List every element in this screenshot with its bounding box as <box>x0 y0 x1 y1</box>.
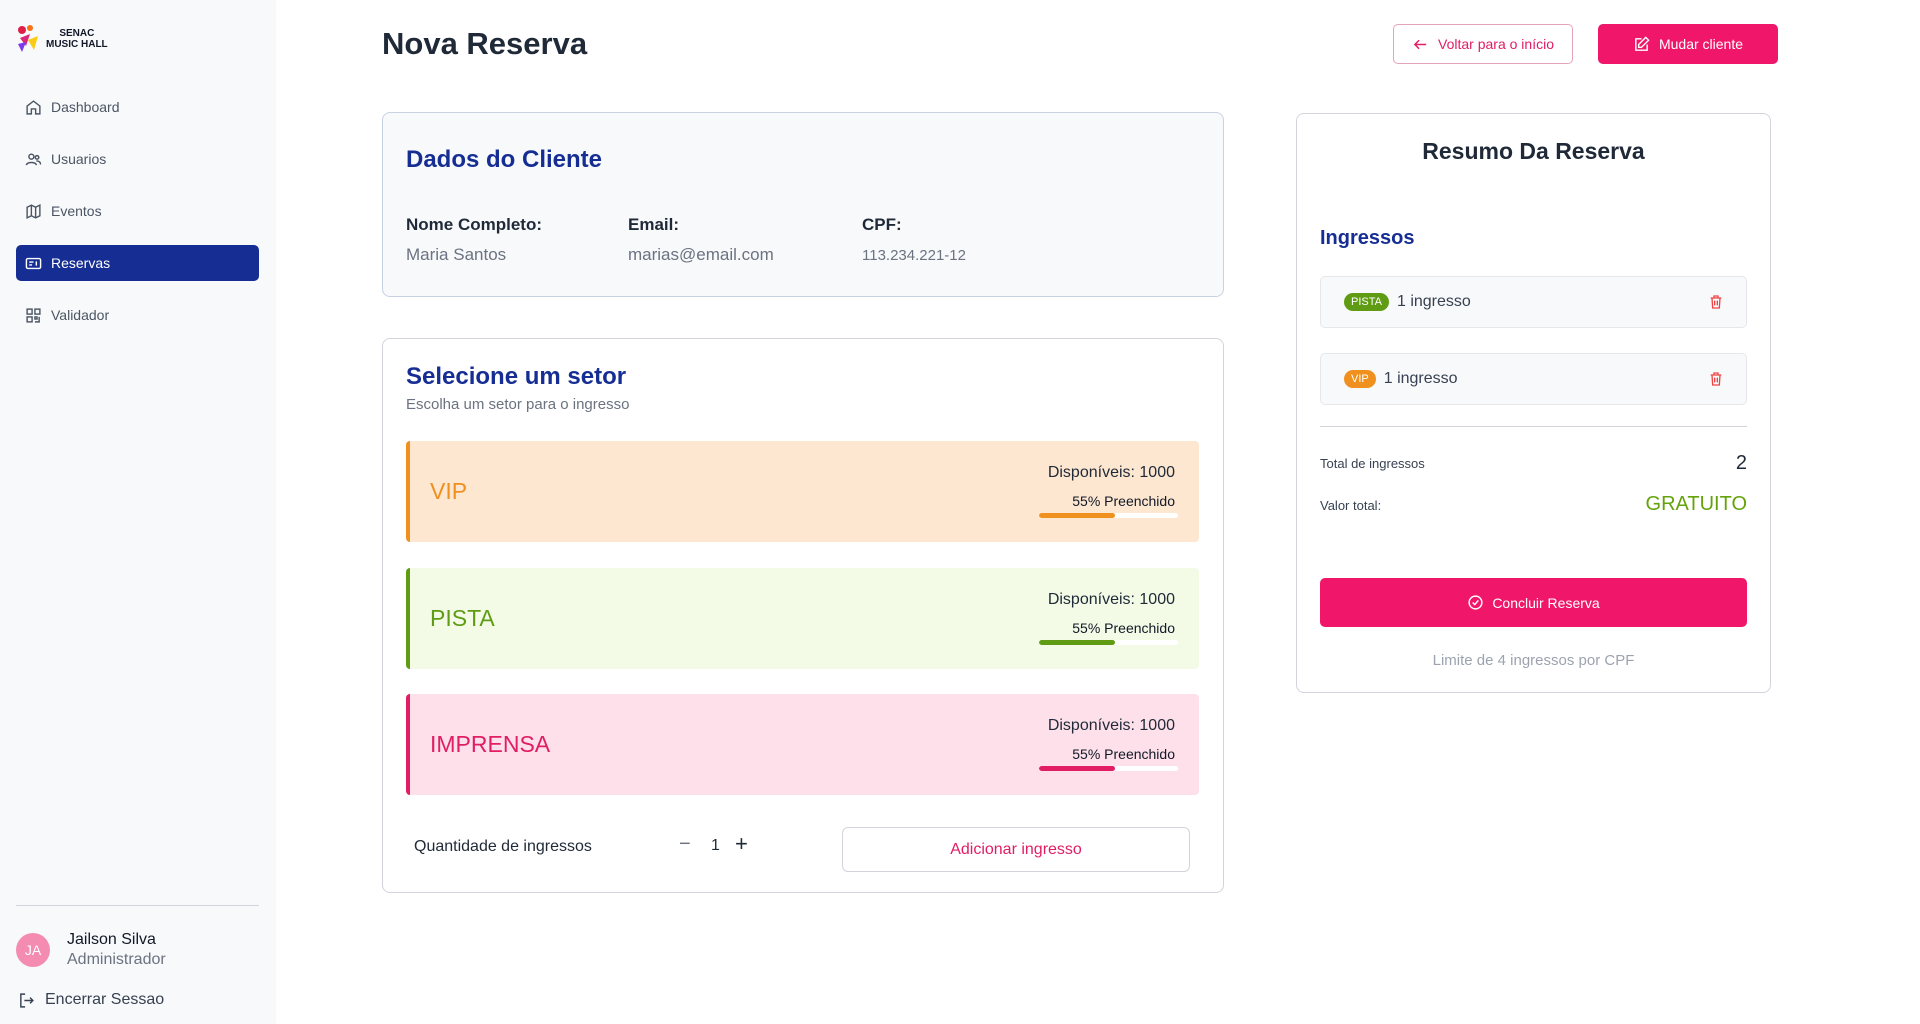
reservation-summary-card: Resumo Da Reserva Ingressos PISTA 1 ingr… <box>1296 113 1771 693</box>
sector-name: VIP <box>430 478 468 504</box>
ticket-quantity: 1 ingresso <box>1396 293 1471 310</box>
trash-icon[interactable] <box>1708 294 1724 310</box>
brand-line-2: MUSIC HALL <box>46 39 108 50</box>
change-client-button[interactable]: Mudar cliente <box>1598 24 1778 64</box>
trash-icon[interactable] <box>1708 371 1724 387</box>
client-cpf-value: 113.234.221-12 <box>862 247 966 264</box>
brand-logo[interactable]: SENAC MUSIC HALL <box>16 24 108 54</box>
logout-button[interactable]: Encerrar Sessao <box>18 991 164 1009</box>
tickets-title: Ingressos <box>1320 227 1415 249</box>
ticket-sector-badge: VIP <box>1344 370 1376 388</box>
sidebar: SENAC MUSIC HALL Dashboard Usuarios Even… <box>0 0 276 1024</box>
sidebar-item-dashboard[interactable]: Dashboard <box>16 89 259 125</box>
avatar: JA <box>16 933 50 967</box>
client-cpf-label: CPF: <box>862 215 902 234</box>
sidebar-item-label: Dashboard <box>51 99 120 115</box>
sidebar-item-label: Validador <box>51 307 110 323</box>
users-icon <box>25 152 42 165</box>
sector-progress-fill <box>1039 513 1116 518</box>
page-title: Nova Reserva <box>382 26 588 61</box>
user-name: Jailson Silva <box>67 931 156 948</box>
sector-filled-text: 55% Preenchido <box>1072 493 1175 509</box>
client-email-field: Email: marias@email.com <box>628 215 774 265</box>
edit-icon <box>1635 35 1650 51</box>
sector-option-imprensa[interactable]: IMPRENSA Disponíveis: 1000 55% Preenchid… <box>406 694 1199 795</box>
client-email-label: Email: <box>628 215 680 234</box>
sector-filled-text: 55% Preenchido <box>1072 746 1175 762</box>
back-to-home-label: Voltar para o início <box>1438 36 1554 52</box>
client-cpf-field: CPF: 113.234.221-12 <box>862 215 966 264</box>
user-role: Administrador <box>67 951 166 968</box>
brand-line-1: SENAC <box>59 28 95 39</box>
logout-label: Encerrar Sessao <box>45 991 165 1008</box>
sector-available: Disponíveis: 1000 <box>1047 591 1175 608</box>
ticket-quantity: 1 ingresso <box>1383 370 1458 387</box>
arrow-left-icon <box>1413 39 1427 49</box>
change-client-label: Mudar cliente <box>1658 36 1744 52</box>
client-name-label: Nome Completo: <box>406 215 542 234</box>
client-data-card: Dados do Cliente Nome Completo: Maria Sa… <box>382 112 1224 297</box>
ticket-item: VIP 1 ingresso <box>1320 353 1747 405</box>
sector-progress-fill <box>1039 766 1116 771</box>
sidebar-nav: Dashboard Usuarios Eventos Reservas Vali… <box>16 89 259 349</box>
ticket-sector-badge: PISTA <box>1344 293 1389 311</box>
sidebar-item-label: Reservas <box>51 255 111 271</box>
sector-card-title: Selecione um setor <box>406 363 627 390</box>
client-email-value: marias@email.com <box>628 245 774 264</box>
total-tickets-value: 2 <box>1735 452 1747 474</box>
sector-option-pista[interactable]: PISTA Disponíveis: 1000 55% Preenchido <box>406 568 1199 669</box>
sector-selection-card: Selecione um setor Escolha um setor para… <box>382 338 1224 893</box>
map-icon <box>26 203 41 219</box>
qr-code-icon <box>26 307 41 323</box>
total-tickets-label: Total de ingressos <box>1320 456 1425 471</box>
logout-icon <box>20 992 34 1008</box>
brand-name: SENAC MUSIC HALL <box>46 28 108 50</box>
sector-available: Disponíveis: 1000 <box>1047 464 1175 481</box>
sidebar-item-eventos[interactable]: Eventos <box>16 193 259 229</box>
home-icon <box>26 99 41 115</box>
logo-icon <box>18 25 38 52</box>
sidebar-item-label: Usuarios <box>51 151 107 167</box>
sector-progress-bar <box>1039 766 1178 771</box>
sector-name: PISTA <box>430 605 495 631</box>
sidebar-divider <box>16 905 259 906</box>
total-value-label: Valor total: <box>1320 498 1382 513</box>
sector-progress-bar <box>1039 640 1178 645</box>
user-info: Jailson Silva Administrador <box>67 930 166 970</box>
check-circle-icon <box>1468 595 1483 610</box>
conclude-reservation-label: Concluir Reserva <box>1492 594 1600 611</box>
ticket-icon <box>25 257 42 269</box>
conclude-reservation-button[interactable]: Concluir Reserva <box>1320 578 1747 627</box>
sector-progress-fill <box>1039 640 1116 645</box>
quantity-increment-button[interactable]: + <box>735 831 748 856</box>
sector-progress-bar <box>1039 513 1178 518</box>
user-profile[interactable]: JA Jailson Silva Administrador <box>16 930 166 970</box>
sidebar-item-reservas[interactable]: Reservas <box>16 245 259 281</box>
sector-filled-text: 55% Preenchido <box>1072 620 1175 636</box>
sidebar-item-label: Eventos <box>51 203 102 219</box>
quantity-label: Quantidade de ingressos <box>414 838 592 855</box>
client-card-title: Dados do Cliente <box>406 146 603 173</box>
total-value-amount: GRATUITO <box>1645 493 1747 515</box>
summary-divider <box>1320 426 1747 427</box>
sidebar-item-usuarios[interactable]: Usuarios <box>16 141 259 177</box>
sidebar-item-validador[interactable]: Validador <box>16 297 259 333</box>
add-ticket-button[interactable]: Adicionar ingresso <box>842 827 1190 872</box>
ticket-item: PISTA 1 ingresso <box>1320 276 1747 328</box>
quantity-decrement-button[interactable]: − <box>679 833 691 855</box>
sector-option-vip[interactable]: VIP Disponíveis: 1000 55% Preenchido <box>406 441 1199 542</box>
summary-title: Resumo Da Reserva <box>1422 138 1645 164</box>
back-to-home-button[interactable]: Voltar para o início <box>1393 24 1573 64</box>
cpf-limit-note: Limite de 4 ingressos por CPF <box>1432 652 1635 669</box>
sector-available: Disponíveis: 1000 <box>1047 717 1175 734</box>
sector-card-subtitle: Escolha um setor para o ingresso <box>406 396 630 413</box>
sector-name: IMPRENSA <box>430 731 551 757</box>
client-name-value: Maria Santos <box>406 245 507 264</box>
client-name-field: Nome Completo: Maria Santos <box>406 215 542 265</box>
quantity-value: 1 <box>711 837 720 854</box>
